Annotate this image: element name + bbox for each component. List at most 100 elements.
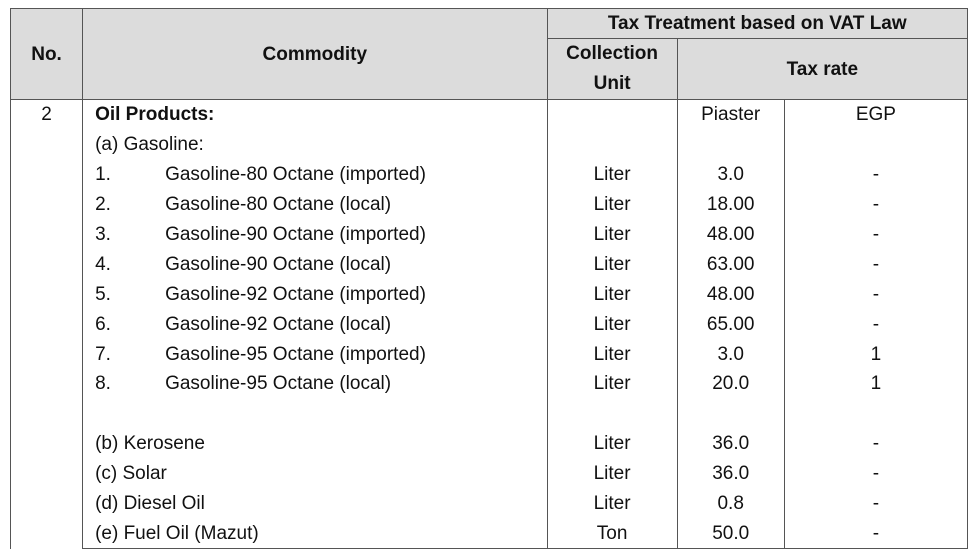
table-row: 3. Gasoline-90 Octane (imported) Liter 48.0… xyxy=(11,219,969,250)
egp-cell: 1 xyxy=(783,339,969,370)
item-number: 3. xyxy=(95,224,111,245)
egp-cell xyxy=(783,129,969,160)
commodity-cell: 5. Gasoline-92 Octane (imported) xyxy=(82,279,548,310)
commodity-cell: (c) Solar xyxy=(82,458,548,489)
commodity-cell: (e) Fuel Oil (Mazut) xyxy=(82,518,548,550)
header-commodity: Commodity xyxy=(82,8,548,100)
item-number: 5. xyxy=(95,283,111,305)
table-body: 2 Oil Products: Piaster EGP (a) Gasoline… xyxy=(9,98,969,550)
header-no: No. xyxy=(9,8,84,100)
commodity-cell: 2. Gasoline-80 Octane (local) xyxy=(82,189,548,220)
item-name: Gasoline-95 Octane (local) xyxy=(165,373,392,395)
commodity-cell xyxy=(82,398,548,429)
commodity-cell: 3. Gasoline-90 Octane (imported) xyxy=(82,219,548,250)
header-tax-treatment: Tax Treatment based on VAT Law xyxy=(546,8,969,39)
piaster-label: Piaster xyxy=(676,98,785,130)
piaster-cell: 48.00 xyxy=(676,219,785,250)
item-name: Gasoline-95 Octane (imported) xyxy=(165,343,426,365)
table-row: 1. Gasoline-80 Octane (imported) Liter 3.0- xyxy=(11,159,969,190)
collection-unit-cell: Liter xyxy=(546,428,678,459)
collection-unit-cell: Liter xyxy=(546,369,678,399)
item-number: 4. xyxy=(95,253,111,275)
egp-cell: - xyxy=(783,518,969,550)
item-name: Gasoline-92 Octane (local) xyxy=(165,313,392,335)
collection-unit-cell: Liter xyxy=(546,488,678,519)
collection-unit-cell xyxy=(546,398,678,429)
commodity-cell: 6. Gasoline-92 Octane (local) xyxy=(82,309,548,340)
egp-cell: - xyxy=(783,249,969,280)
item-name: Gasoline-90 Octane (imported) xyxy=(165,224,426,245)
table-row: 4. Gasoline-90 Octane (local) Liter 63.00- xyxy=(11,249,969,280)
egp-cell: - xyxy=(783,159,969,190)
header-tax-rate: Tax rate xyxy=(676,38,969,100)
item-number: 6. xyxy=(95,313,111,335)
item-number: 7. xyxy=(95,343,111,365)
piaster-cell: 3.0 xyxy=(676,159,785,190)
egp-cell: - xyxy=(783,279,969,310)
collection-unit-cell: Liter xyxy=(546,249,678,280)
item-number: 8. xyxy=(95,373,111,395)
egp-cell: - xyxy=(783,189,969,220)
collection-unit-cell: Ton xyxy=(546,518,678,550)
table-row: (c) Solar Liter 36.0- xyxy=(11,458,969,489)
collection-unit-cell: Liter xyxy=(546,219,678,250)
item-name: Gasoline-80 Octane (imported) xyxy=(165,164,426,186)
collection-unit-cell xyxy=(546,129,678,160)
commodity-cell: 7. Gasoline-95 Octane (imported) xyxy=(82,339,548,370)
piaster-cell: 0.8 xyxy=(676,488,785,519)
item-number: 2. xyxy=(95,194,111,216)
piaster-cell: 48.00 xyxy=(676,279,785,310)
commodity-cell: 4. Gasoline-90 Octane (local) xyxy=(82,249,548,280)
collection-unit-cell: Liter xyxy=(546,159,678,190)
commodity-cell: (a) Gasoline: xyxy=(82,129,548,160)
collection-unit-cell: Liter xyxy=(546,189,678,220)
table-row: 2. Gasoline-80 Octane (local) Liter 18.00- xyxy=(11,189,969,220)
table-row: (e) Fuel Oil (Mazut) Ton 50.0- xyxy=(11,518,969,550)
item-number: 1. xyxy=(95,164,111,186)
section-number: 2 xyxy=(9,98,84,549)
header-collection-unit-line1: Collection xyxy=(566,43,659,64)
item-name: Gasoline-90 Octane (local) xyxy=(165,253,392,275)
egp-cell xyxy=(783,398,969,429)
table-row: (d) Diesel Oil Liter 0.8- xyxy=(11,488,969,519)
table-row: 5. Gasoline-92 Octane (imported) Liter 48.0… xyxy=(11,279,969,310)
table-row xyxy=(11,398,969,429)
egp-label: EGP xyxy=(783,98,969,130)
section-title: Oil Products: xyxy=(82,98,548,130)
collection-unit-cell: Liter xyxy=(546,458,678,489)
collection-unit-cell: Liter xyxy=(546,279,678,310)
egp-cell: - xyxy=(783,219,969,250)
commodity-cell: 8. Gasoline-95 Octane (local) xyxy=(82,369,548,399)
piaster-cell: 18.00 xyxy=(676,189,785,220)
item-name: Gasoline-80 Octane (local) xyxy=(165,194,392,216)
piaster-cell xyxy=(676,129,785,160)
egp-cell: - xyxy=(783,488,969,519)
table-row: 8. Gasoline-95 Octane (local) Liter 20.0 1 xyxy=(11,369,969,399)
egp-cell: - xyxy=(783,458,969,489)
commodity-cell: 1. Gasoline-80 Octane (imported) xyxy=(82,159,548,190)
piaster-cell: 65.00 xyxy=(676,309,785,340)
egp-cell: - xyxy=(783,309,969,340)
piaster-cell: 50.0 xyxy=(676,518,785,550)
section-row: 2 Oil Products: Piaster EGP xyxy=(9,98,969,549)
piaster-cell: 3.0 xyxy=(676,339,785,370)
table-header: No. Commodity Tax Treatment based on VAT… xyxy=(9,8,969,100)
piaster-cell: 36.0 xyxy=(676,428,785,459)
item-name: Gasoline-92 Octane (imported) xyxy=(165,283,426,305)
header-collection-unit: Collection Unit xyxy=(546,38,678,100)
egp-cell: 1 xyxy=(783,369,969,399)
table-row: 7. Gasoline-95 Octane (imported) Liter 3.0 1 xyxy=(11,339,969,370)
egp-cell: - xyxy=(783,428,969,459)
table-row: (b) Kerosene Liter 36.0- xyxy=(11,428,969,459)
table-row: 6. Gasoline-92 Octane (local) Liter 65.00- xyxy=(11,309,969,340)
collection-unit-cell: Liter xyxy=(546,339,678,370)
commodity-cell: (b) Kerosene xyxy=(82,428,548,459)
commodity-cell: (d) Diesel Oil xyxy=(82,488,548,519)
piaster-cell: 36.0 xyxy=(676,458,785,489)
collection-unit-cell: Liter xyxy=(546,309,678,340)
piaster-cell xyxy=(676,398,785,429)
piaster-cell: 20.0 xyxy=(676,369,785,399)
vat-tax-table: No. Commodity Tax Treatment based on VAT… xyxy=(9,8,969,550)
header-collection-unit-line2: Unit xyxy=(593,73,631,94)
